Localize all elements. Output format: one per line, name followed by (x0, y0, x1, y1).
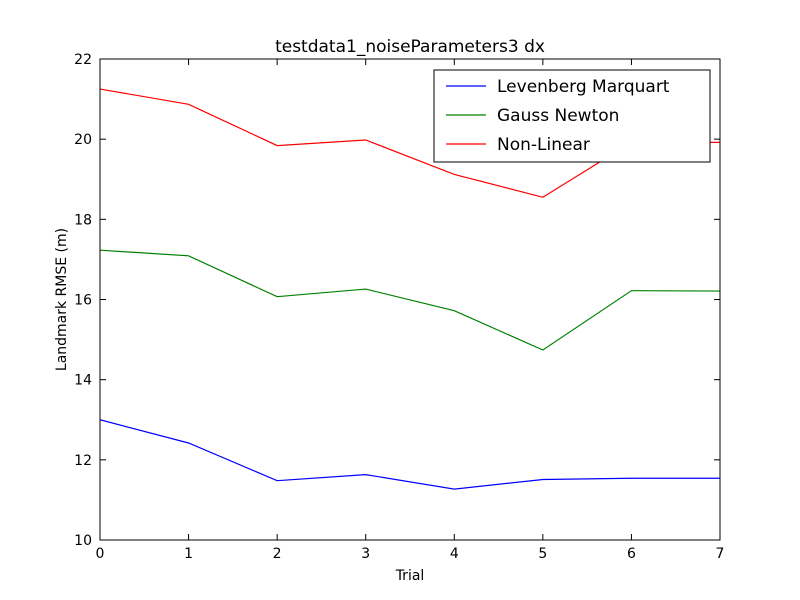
y-axis-title: Landmark RMSE (m) (54, 228, 70, 371)
legend: Levenberg Marquart Gauss Newton Non-Linear (433, 69, 711, 163)
y-tick-label: 14 (74, 373, 92, 389)
x-tick-label: 6 (627, 546, 636, 562)
x-tick-label: 2 (273, 546, 282, 562)
x-axis-title: Trial (395, 568, 425, 584)
y-tick-label: 10 (74, 533, 92, 549)
x-tick-label: 5 (538, 546, 547, 562)
legend-label-0: Levenberg Marquart (497, 77, 670, 97)
legend-label-2: Non-Linear (497, 135, 590, 155)
x-tick-label: 4 (450, 546, 459, 562)
legend-box (433, 69, 711, 163)
y-tick-label: 22 (74, 52, 92, 68)
y-tick-label: 18 (74, 212, 92, 228)
legend-label-1: Gauss Newton (497, 106, 619, 126)
series-line-1 (99, 249, 721, 351)
x-tick-label: 3 (361, 546, 370, 562)
series-line-0 (99, 419, 720, 490)
y-tick-label: 12 (74, 453, 92, 469)
x-tick-label: 0 (96, 546, 105, 562)
y-tick-label: 20 (74, 132, 92, 148)
chart-title: testdata1_noiseParameters3 dx (275, 37, 545, 57)
x-tick-label: 7 (716, 546, 725, 562)
x-tick-label: 1 (184, 546, 193, 562)
plot-frame (99, 58, 721, 541)
y-tick-label: 16 (74, 293, 92, 309)
